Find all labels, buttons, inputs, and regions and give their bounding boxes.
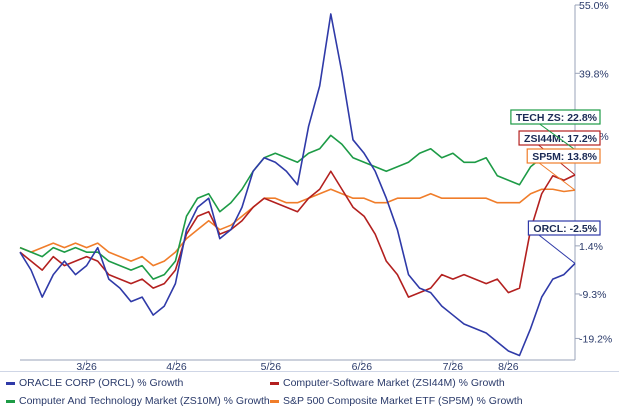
series-line bbox=[19, 13, 576, 357]
series-layer bbox=[19, 13, 576, 357]
x-tick-label: 3/26 bbox=[76, 361, 97, 371]
x-tick-label: 6/26 bbox=[352, 361, 373, 371]
legend-swatch-orcl bbox=[6, 381, 15, 385]
end-label-box bbox=[510, 109, 601, 125]
y-tick-label: -19.2% bbox=[579, 333, 612, 345]
series-line bbox=[19, 188, 576, 267]
legend: ORACLE CORP (ORCL) % Growth Computer-Sof… bbox=[0, 371, 619, 413]
end-label-text: ORCL: -2.5% bbox=[533, 223, 597, 235]
y-tick-label: 1.4% bbox=[579, 241, 603, 253]
y-tick-label: 39.8% bbox=[579, 68, 609, 80]
legend-item-zsi44m: Computer-Software Market (ZSI44M) % Grow… bbox=[270, 377, 505, 389]
legend-swatch-zsi44m bbox=[270, 381, 279, 385]
x-tick-label: 7/26 bbox=[443, 361, 464, 371]
x-tick-label: 5/26 bbox=[261, 361, 282, 371]
x-axis: 3/26 4/26 5/26 6/26 7/26 8/26 bbox=[20, 359, 575, 371]
y-tick-label: -9.3% bbox=[579, 289, 606, 301]
end-label-text: SP5M: 13.8% bbox=[532, 151, 597, 163]
legend-item-orcl: ORACLE CORP (ORCL) % Growth bbox=[6, 377, 183, 389]
series-line bbox=[19, 170, 576, 298]
end-label-box bbox=[526, 148, 601, 164]
growth-line-chart: 3/264/265/266/267/268/26 55.0%39.8%25.9%… bbox=[0, 0, 619, 371]
plot-background bbox=[0, 0, 619, 371]
legend-label-zs10m: Computer And Technology Market (ZS10M) %… bbox=[19, 395, 270, 407]
legend-label-sp5m: S&P 500 Composite Market ETF (SP5M) % Gr… bbox=[283, 395, 523, 407]
y-tick-label: 55.0% bbox=[579, 0, 609, 12]
end-label-layer: ORCL: -2.5%ZSI44M: 17.2%TECH ZS: 22.8%SP… bbox=[510, 109, 601, 264]
series-line bbox=[19, 134, 576, 280]
legend-swatch-zs10m bbox=[6, 399, 15, 403]
end-label-text: TECH ZS: 22.8% bbox=[516, 112, 598, 124]
legend-label-orcl: ORACLE CORP (ORCL) % Growth bbox=[19, 377, 184, 389]
legend-label-zsi44m: Computer-Software Market (ZSI44M) % Grow… bbox=[283, 377, 505, 389]
end-label-box bbox=[527, 220, 601, 236]
x-tick-label: 4/26 bbox=[166, 361, 187, 371]
legend-item-zs10m: Computer And Technology Market (ZS10M) %… bbox=[6, 395, 270, 407]
legend-swatch-sp5m bbox=[270, 399, 279, 403]
x-tick-label: 8/26 bbox=[498, 361, 519, 371]
legend-item-sp5m: S&P 500 Composite Market ETF (SP5M) % Gr… bbox=[270, 395, 523, 407]
